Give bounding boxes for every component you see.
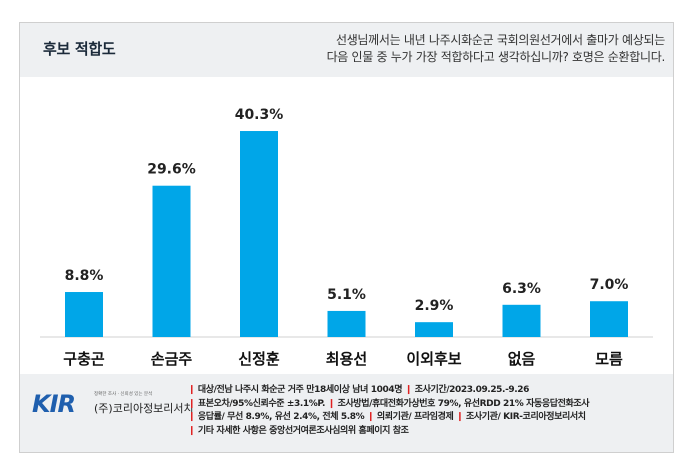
note-line: ❙ 표본오차/95%신뢰수준 ±3.1%P. ❙ 조사방법/휴대전화가상번호 7… xyxy=(188,398,668,412)
note-target: 대상/전남 나주시 화순군 거주 만18세이상 남녀 1004명 xyxy=(197,385,403,395)
note-line: ❙ 응답률/ 무선 8.9%, 유선 2.4%, 전체 5.8% ❙ 의뢰기관/… xyxy=(188,411,668,425)
data-label: 5.1% xyxy=(327,287,366,303)
survey-footer: KIR 정확한 조사 · 신뢰성 있는 분석 (주)코리아정보리서치 ❙ 대상/… xyxy=(20,374,673,452)
data-label: 2.9% xyxy=(415,298,454,314)
category-label: 없음 xyxy=(508,350,536,368)
category-label: 구충곤 xyxy=(63,350,105,368)
red-bar-icon: ❙ xyxy=(456,412,464,422)
red-bar-icon: ❙ xyxy=(404,385,413,395)
category-label: 손금주 xyxy=(151,350,193,368)
data-label: 8.8% xyxy=(65,268,104,284)
bar xyxy=(502,304,541,337)
data-label: 7.0% xyxy=(590,277,629,293)
bar xyxy=(415,322,453,337)
red-bar-icon: ❙ xyxy=(188,425,196,436)
red-bar-icon: ❙ xyxy=(366,412,375,422)
logo-mark: KIR xyxy=(32,390,76,418)
kir-logo: KIR 정확한 조사 · 신뢰성 있는 분석 (주)코리아정보리서치 xyxy=(32,388,194,428)
category-label: 최용선 xyxy=(326,350,367,368)
note-method: 조사방법/휴대전화가상번호 79%, 유선RDD 21% 자동응답전화조사 xyxy=(337,398,590,409)
chart-title: 후보 적합도 xyxy=(43,40,116,58)
logo-tagline: 정확한 조사 · 신뢰성 있는 분석 xyxy=(94,392,153,397)
category-label: 신정훈 xyxy=(238,350,280,368)
note-agency: 조사기관/ KIR-코리아정보리서치 xyxy=(466,412,586,422)
bar xyxy=(240,131,278,337)
red-bar-icon: ❙ xyxy=(188,385,196,395)
survey-question: 선생님께서는 내년 나주시화순군 국회의원선거에서 출마가 예상되는 다음 인물… xyxy=(326,33,666,64)
red-bar-icon: ❙ xyxy=(327,398,336,409)
bar-chart: 8.8% 구충곤 29.6% 손금주 40.3% 신정훈 5.1% 최용선 2.9% 이외후보 6.… xyxy=(40,107,653,368)
bar xyxy=(327,310,366,337)
bar xyxy=(152,185,191,337)
note-line: ❙ 기타 자세한 사항은 중앙선거여론조사심의위 홈페이지 참조 xyxy=(188,425,668,439)
note-client: 의뢰기관/ 프라임경제 xyxy=(376,412,454,422)
data-label: 40.3% xyxy=(235,107,284,123)
bar xyxy=(65,292,103,337)
note-etc: 기타 자세한 사항은 중앙선거여론조사심의위 홈페이지 참조 xyxy=(197,425,409,436)
data-label: 6.3% xyxy=(502,281,541,297)
data-label: 29.6% xyxy=(147,162,196,178)
red-bar-icon: ❙ xyxy=(188,398,196,409)
chart-header: 후보 적합도 선생님께서는 내년 나주시화순군 국회의원선거에서 출마가 예상되… xyxy=(20,23,673,77)
note-response-rate: 응답률/ 무선 8.9%, 유선 2.4%, 전체 5.8% xyxy=(197,412,365,422)
red-bar-icon: ❙ xyxy=(188,412,196,422)
note-error: 표본오차/95%신뢰수준 ±3.1%P. xyxy=(197,398,325,409)
category-label: 모름 xyxy=(595,350,623,368)
note-line: ❙ 대상/전남 나주시 화순군 거주 만18세이상 남녀 1004명 ❙ 조사기… xyxy=(188,384,668,398)
bar xyxy=(590,301,628,337)
category-label: 이외후보 xyxy=(406,350,461,368)
survey-notes: ❙ 대상/전남 나주시 화순군 거주 만18세이상 남녀 1004명 ❙ 조사기… xyxy=(188,384,668,438)
logo-company-name: (주)코리아정보리서치 xyxy=(94,402,194,415)
note-period: 조사기간/2023.09.25.-9.26 xyxy=(414,385,530,395)
